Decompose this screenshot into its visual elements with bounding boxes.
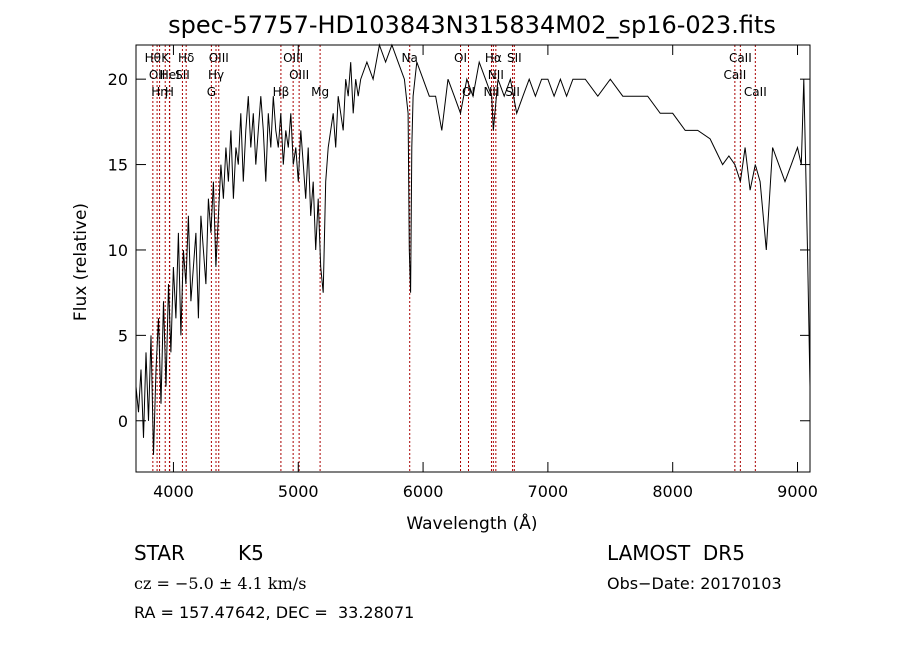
observation-date: Obs−Date: 20170103 xyxy=(607,574,782,593)
line-marker-label: Na xyxy=(402,51,418,65)
x-tick-label: 6000 xyxy=(403,482,444,501)
line-marker-label: Hη xyxy=(151,85,168,99)
spectrum-line xyxy=(135,43,811,455)
emission-line-markers xyxy=(152,45,756,472)
line-marker-label: CaII xyxy=(723,68,746,82)
object-subclass: K5 xyxy=(238,541,264,565)
line-marker-label: Hα xyxy=(485,51,502,65)
object-class-label: STAR xyxy=(134,541,185,565)
line-marker-label: Mg xyxy=(311,85,329,99)
y-axis-ticks: 0 5 10 15 20 xyxy=(108,70,810,431)
line-marker-label: OI xyxy=(454,51,467,65)
line-marker-label: SII xyxy=(175,68,190,82)
y-tick-label: 5 xyxy=(118,326,128,345)
line-marker-label: CaII xyxy=(744,85,767,99)
line-marker-label: OII xyxy=(149,68,166,82)
line-marker-label: Hβ xyxy=(273,85,290,99)
y-axis-label: Flux (relative) xyxy=(71,203,91,321)
coordinates: RA = 157.47642, DEC = 33.28071 xyxy=(134,603,415,622)
line-marker-label: NII xyxy=(483,85,499,99)
x-axis-label: Wavelength (Å) xyxy=(406,512,537,534)
x-tick-label: 8000 xyxy=(652,482,693,501)
line-marker-label: HeI xyxy=(160,68,180,82)
line-marker-label: Hθ xyxy=(145,51,161,65)
line-marker-label: Hδ xyxy=(178,51,194,65)
chart-title: spec-57757-HD103843N315834M02_sp16-023.f… xyxy=(168,11,776,39)
line-marker-label: H xyxy=(165,85,174,99)
x-tick-label: 5000 xyxy=(278,482,319,501)
x-axis-ticks: 4000 5000 6000 7000 8000 9000 xyxy=(153,45,818,501)
line-marker-label: OIII xyxy=(289,68,309,82)
plot-frame xyxy=(135,44,811,473)
y-tick-label: 20 xyxy=(108,70,128,89)
line-marker-label: CaII xyxy=(729,51,752,65)
x-tick-label: 4000 xyxy=(153,482,194,501)
line-marker-label: OIII xyxy=(283,51,303,65)
redshift-velocity: cz = −5.0 ± 4.1 km/s xyxy=(134,574,307,593)
survey-name: LAMOST DR5 xyxy=(607,541,745,565)
line-marker-label: Hγ xyxy=(208,68,224,82)
x-tick-label: 7000 xyxy=(528,482,569,501)
line-marker-label: NII xyxy=(488,68,504,82)
x-tick-label: 9000 xyxy=(777,482,818,501)
line-marker-label: OIII xyxy=(209,51,229,65)
line-marker-label: SII xyxy=(507,51,522,65)
y-tick-label: 15 xyxy=(108,156,128,175)
line-marker-label: G xyxy=(207,85,216,99)
y-tick-label: 10 xyxy=(108,241,128,260)
line-marker-label: K xyxy=(161,51,170,65)
y-tick-label: 0 xyxy=(118,412,128,431)
